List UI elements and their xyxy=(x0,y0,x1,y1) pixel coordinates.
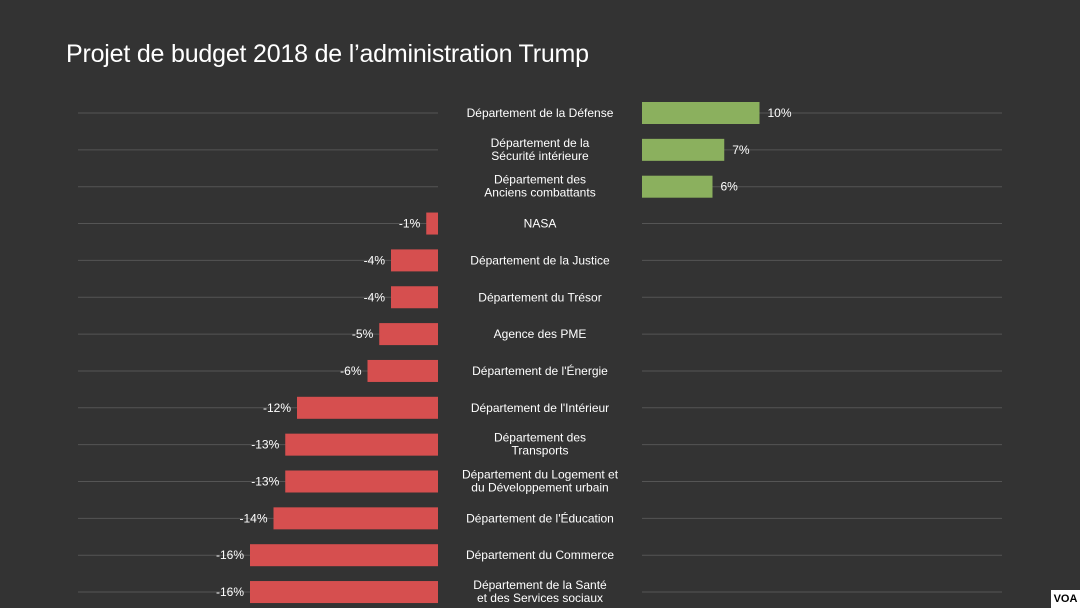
bar-negative xyxy=(367,359,438,382)
bar-negative xyxy=(250,581,438,604)
value-label: -4% xyxy=(364,290,386,304)
category-label: Département du Logement et du Développeme… xyxy=(462,468,619,495)
bar-positive xyxy=(642,102,760,124)
bar-positive xyxy=(642,138,725,161)
bar-negative xyxy=(426,212,438,235)
value-label: -13% xyxy=(251,475,279,489)
category-label: Département du Trésor xyxy=(478,290,601,304)
category-label: Département des Anciens combattants xyxy=(484,173,595,200)
category-label: Département de l'Éducation xyxy=(466,510,614,525)
value-label: -13% xyxy=(251,438,279,452)
category-label: NASA xyxy=(524,217,557,231)
value-label: -14% xyxy=(239,511,267,525)
value-label: 10% xyxy=(768,106,792,120)
bar-negative xyxy=(273,507,438,530)
value-label: -12% xyxy=(263,401,291,415)
category-label: Département de la Défense xyxy=(467,106,614,120)
bar-negative xyxy=(285,433,438,456)
voa-logo: VOA xyxy=(1051,590,1080,608)
value-label: -16% xyxy=(216,548,244,562)
value-label: -5% xyxy=(352,327,374,341)
value-label: 6% xyxy=(721,180,739,194)
category-label: Département du Commerce xyxy=(466,548,614,562)
value-label: -6% xyxy=(340,364,362,378)
value-label: -4% xyxy=(364,253,386,267)
category-label: Département de l'Énergie xyxy=(472,363,608,378)
category-label: Département de la Sécurité intérieure xyxy=(491,136,590,163)
category-label: Département de la Santé et des Services s… xyxy=(473,578,607,605)
value-label: -1% xyxy=(399,217,421,231)
category-label: Département de l'Intérieur xyxy=(471,401,609,415)
bar-negative xyxy=(391,286,438,309)
category-label: Département des Transports xyxy=(494,431,586,458)
bar-negative xyxy=(250,544,438,567)
value-label: -16% xyxy=(216,585,244,599)
chart-title: Projet de budget 2018 de l’administratio… xyxy=(66,40,589,68)
bar-negative xyxy=(391,249,438,272)
bar-negative xyxy=(285,470,438,493)
value-label: 7% xyxy=(732,143,750,157)
bar-negative xyxy=(297,396,438,419)
category-label: Département de la Justice xyxy=(470,253,610,267)
category-label: Agence des PME xyxy=(494,327,587,341)
bar-negative xyxy=(379,323,438,346)
bar-positive xyxy=(642,175,713,198)
